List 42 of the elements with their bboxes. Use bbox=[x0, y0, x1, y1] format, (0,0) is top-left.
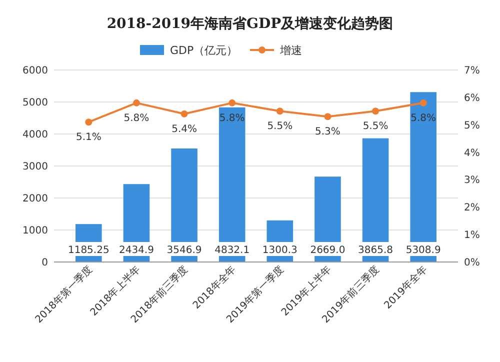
y-tick-label: 6000 bbox=[22, 66, 48, 76]
y2-tick-label: 3% bbox=[464, 175, 480, 186]
y2-tick-label: 0% bbox=[464, 258, 480, 268]
data-label: 4832.1 bbox=[214, 245, 250, 256]
data-label: 5.1% bbox=[76, 132, 102, 144]
y2-tick-label: 7% bbox=[464, 66, 480, 76]
point bbox=[372, 108, 380, 115]
y-tick-label: 5000 bbox=[22, 98, 48, 108]
y-tick-label: 3000 bbox=[22, 162, 48, 172]
y2-tick-label: 4% bbox=[464, 148, 480, 159]
data-label: 5.4% bbox=[172, 124, 197, 135]
y-tick-label: 1000 bbox=[22, 226, 48, 236]
data-label: 5.5% bbox=[267, 121, 293, 132]
data-label: 1300.3 bbox=[262, 245, 298, 256]
point bbox=[180, 110, 188, 118]
point bbox=[85, 118, 92, 126]
point bbox=[132, 99, 140, 106]
data-label: 3546.9 bbox=[166, 245, 202, 256]
y-tick-label: 2000 bbox=[22, 194, 48, 204]
legend-label: GDP（亿元） bbox=[170, 44, 238, 57]
point bbox=[420, 99, 427, 106]
y-tick-label: 0 bbox=[42, 258, 48, 268]
data-label: 2669.0 bbox=[310, 245, 346, 256]
y-tick-label: 4000 bbox=[22, 130, 48, 140]
y2-tick-label: 5% bbox=[464, 120, 480, 132]
data-label: 5.8% bbox=[124, 112, 150, 124]
point bbox=[276, 108, 284, 115]
data-label: 1185.25 bbox=[68, 245, 110, 256]
y2-tick-label: 6% bbox=[464, 92, 480, 104]
point bbox=[228, 99, 236, 106]
data-label: 5.5% bbox=[362, 121, 388, 132]
chart-title: 2018-2019年海南省GDP及增速变化趋势图 bbox=[106, 15, 394, 32]
data-label: 5.8% bbox=[410, 112, 436, 124]
y2-tick-label: 1% bbox=[464, 230, 480, 242]
data-label: 5308.9 bbox=[406, 245, 441, 256]
data-label: 3865.8 bbox=[358, 245, 394, 256]
data-label: 5.8% bbox=[219, 112, 245, 124]
legend-label: 增速 bbox=[279, 44, 302, 57]
data-label: 2434.9 bbox=[118, 245, 154, 256]
y2-tick-label: 2% bbox=[464, 202, 480, 214]
point bbox=[324, 113, 332, 120]
data-label: 5.3% bbox=[315, 126, 340, 138]
